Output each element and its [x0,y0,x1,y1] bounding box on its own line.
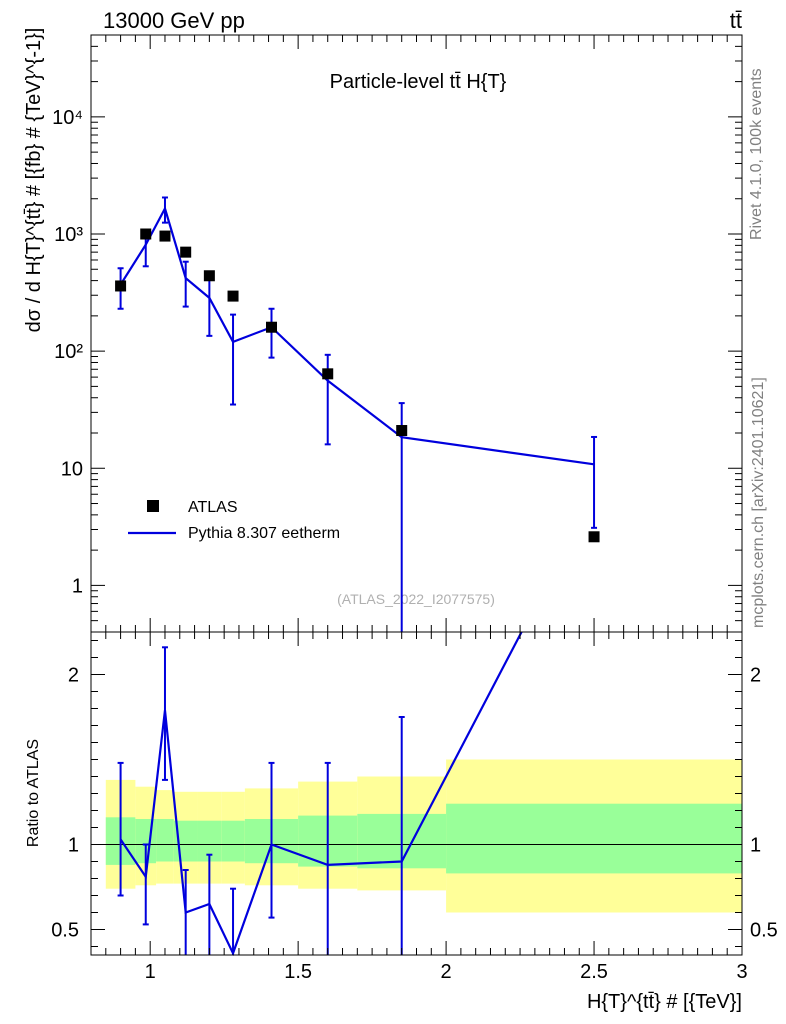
side-text-bottom: mcplots.cern.ch [arXiv:2401.10621] [750,377,767,628]
ratio-band-green [156,819,174,862]
ratio-ylabel: Ratio to ATLAS [25,739,42,847]
ratio-errorbars [117,646,405,955]
x-tick-label: 1.5 [284,961,312,983]
legend-atlas-label: ATLAS [188,499,238,516]
pythia-line [119,205,595,466]
ratio-line [119,631,523,957]
watermark: (ATLAS_2022_I2077575) [337,591,495,607]
ratio-band-green [221,820,245,862]
side-text-top: Rivet 4.1.0, 100k events [748,68,765,240]
main-y-tick-label: 10⁴ [52,107,83,129]
ratio-y-tick-label: 1 [68,835,79,857]
atlas-marker [266,321,278,333]
x-tick-label: 2 [441,961,452,983]
atlas-marker [588,531,600,543]
x-tick-label: 3 [736,961,747,983]
atlas-marker [140,228,152,240]
atlas-marker [180,246,192,258]
atlas-marker [115,280,127,292]
main-x-ticks [90,35,743,632]
ratio-y-tick-label: 2 [68,665,79,687]
ratio-y-tick-label: 0.5 [51,920,79,942]
atlas-marker [203,270,215,282]
ratio-x-ticks: 1 1.5 2 2.5 3 [90,632,748,983]
main-y-ticks: 1 10 10² 10³ 10⁴ [52,34,742,633]
ratio-bands [105,759,742,913]
ratio-band-green [197,820,222,862]
atlas-marker [396,425,408,437]
atlas-marker [322,368,334,380]
atlas-markers [115,228,600,543]
main-y-tick-label: 10² [54,341,83,363]
x-tick-label: 1 [145,961,156,983]
x-tick-label: 2.5 [580,961,608,983]
main-y-tick-label: 10 [61,458,83,480]
main-y-tick-label: 10³ [54,224,83,246]
header-left: 13000 GeV pp [103,8,245,33]
atlas-marker [227,290,239,302]
main-y-tick-label: 1 [72,575,83,597]
legend-atlas-marker [147,500,159,512]
ratio-panel: 0.5 0.5 1 1 2 2 1 1.5 2 2.5 3 Ratio to ATLAS H{T}… [25,631,778,1013]
header-right: tt̄ [730,8,742,33]
ratio-y-tick-label-right: 1 [750,835,761,857]
ratio-band-green [446,803,742,874]
main-panel: Particle-level tt̄ H{T} (ATLAS_2022_I207… [23,28,743,633]
main-ylabel: dσ / d H{T}^{tt̄} # [{fb} # {TeV}^{-1}] [23,28,45,333]
atlas-marker [159,230,171,242]
main-title: Particle-level tt̄ H{T} [330,71,507,93]
legend: ATLAS Pythia 8.307 eetherm [128,499,340,542]
legend-pythia-label: Pythia 8.307 eetherm [188,525,340,542]
main-errorbars [117,196,598,632]
ratio-y-tick-label-right: 0.5 [750,920,778,942]
main-frame [90,34,743,633]
x-axis-label: H{T}^{tt̄} # [{TeV}] [587,991,742,1013]
ratio-y-tick-label-right: 2 [750,665,761,687]
ratio-y-ticks: 0.5 0.5 1 1 2 2 [51,640,778,947]
